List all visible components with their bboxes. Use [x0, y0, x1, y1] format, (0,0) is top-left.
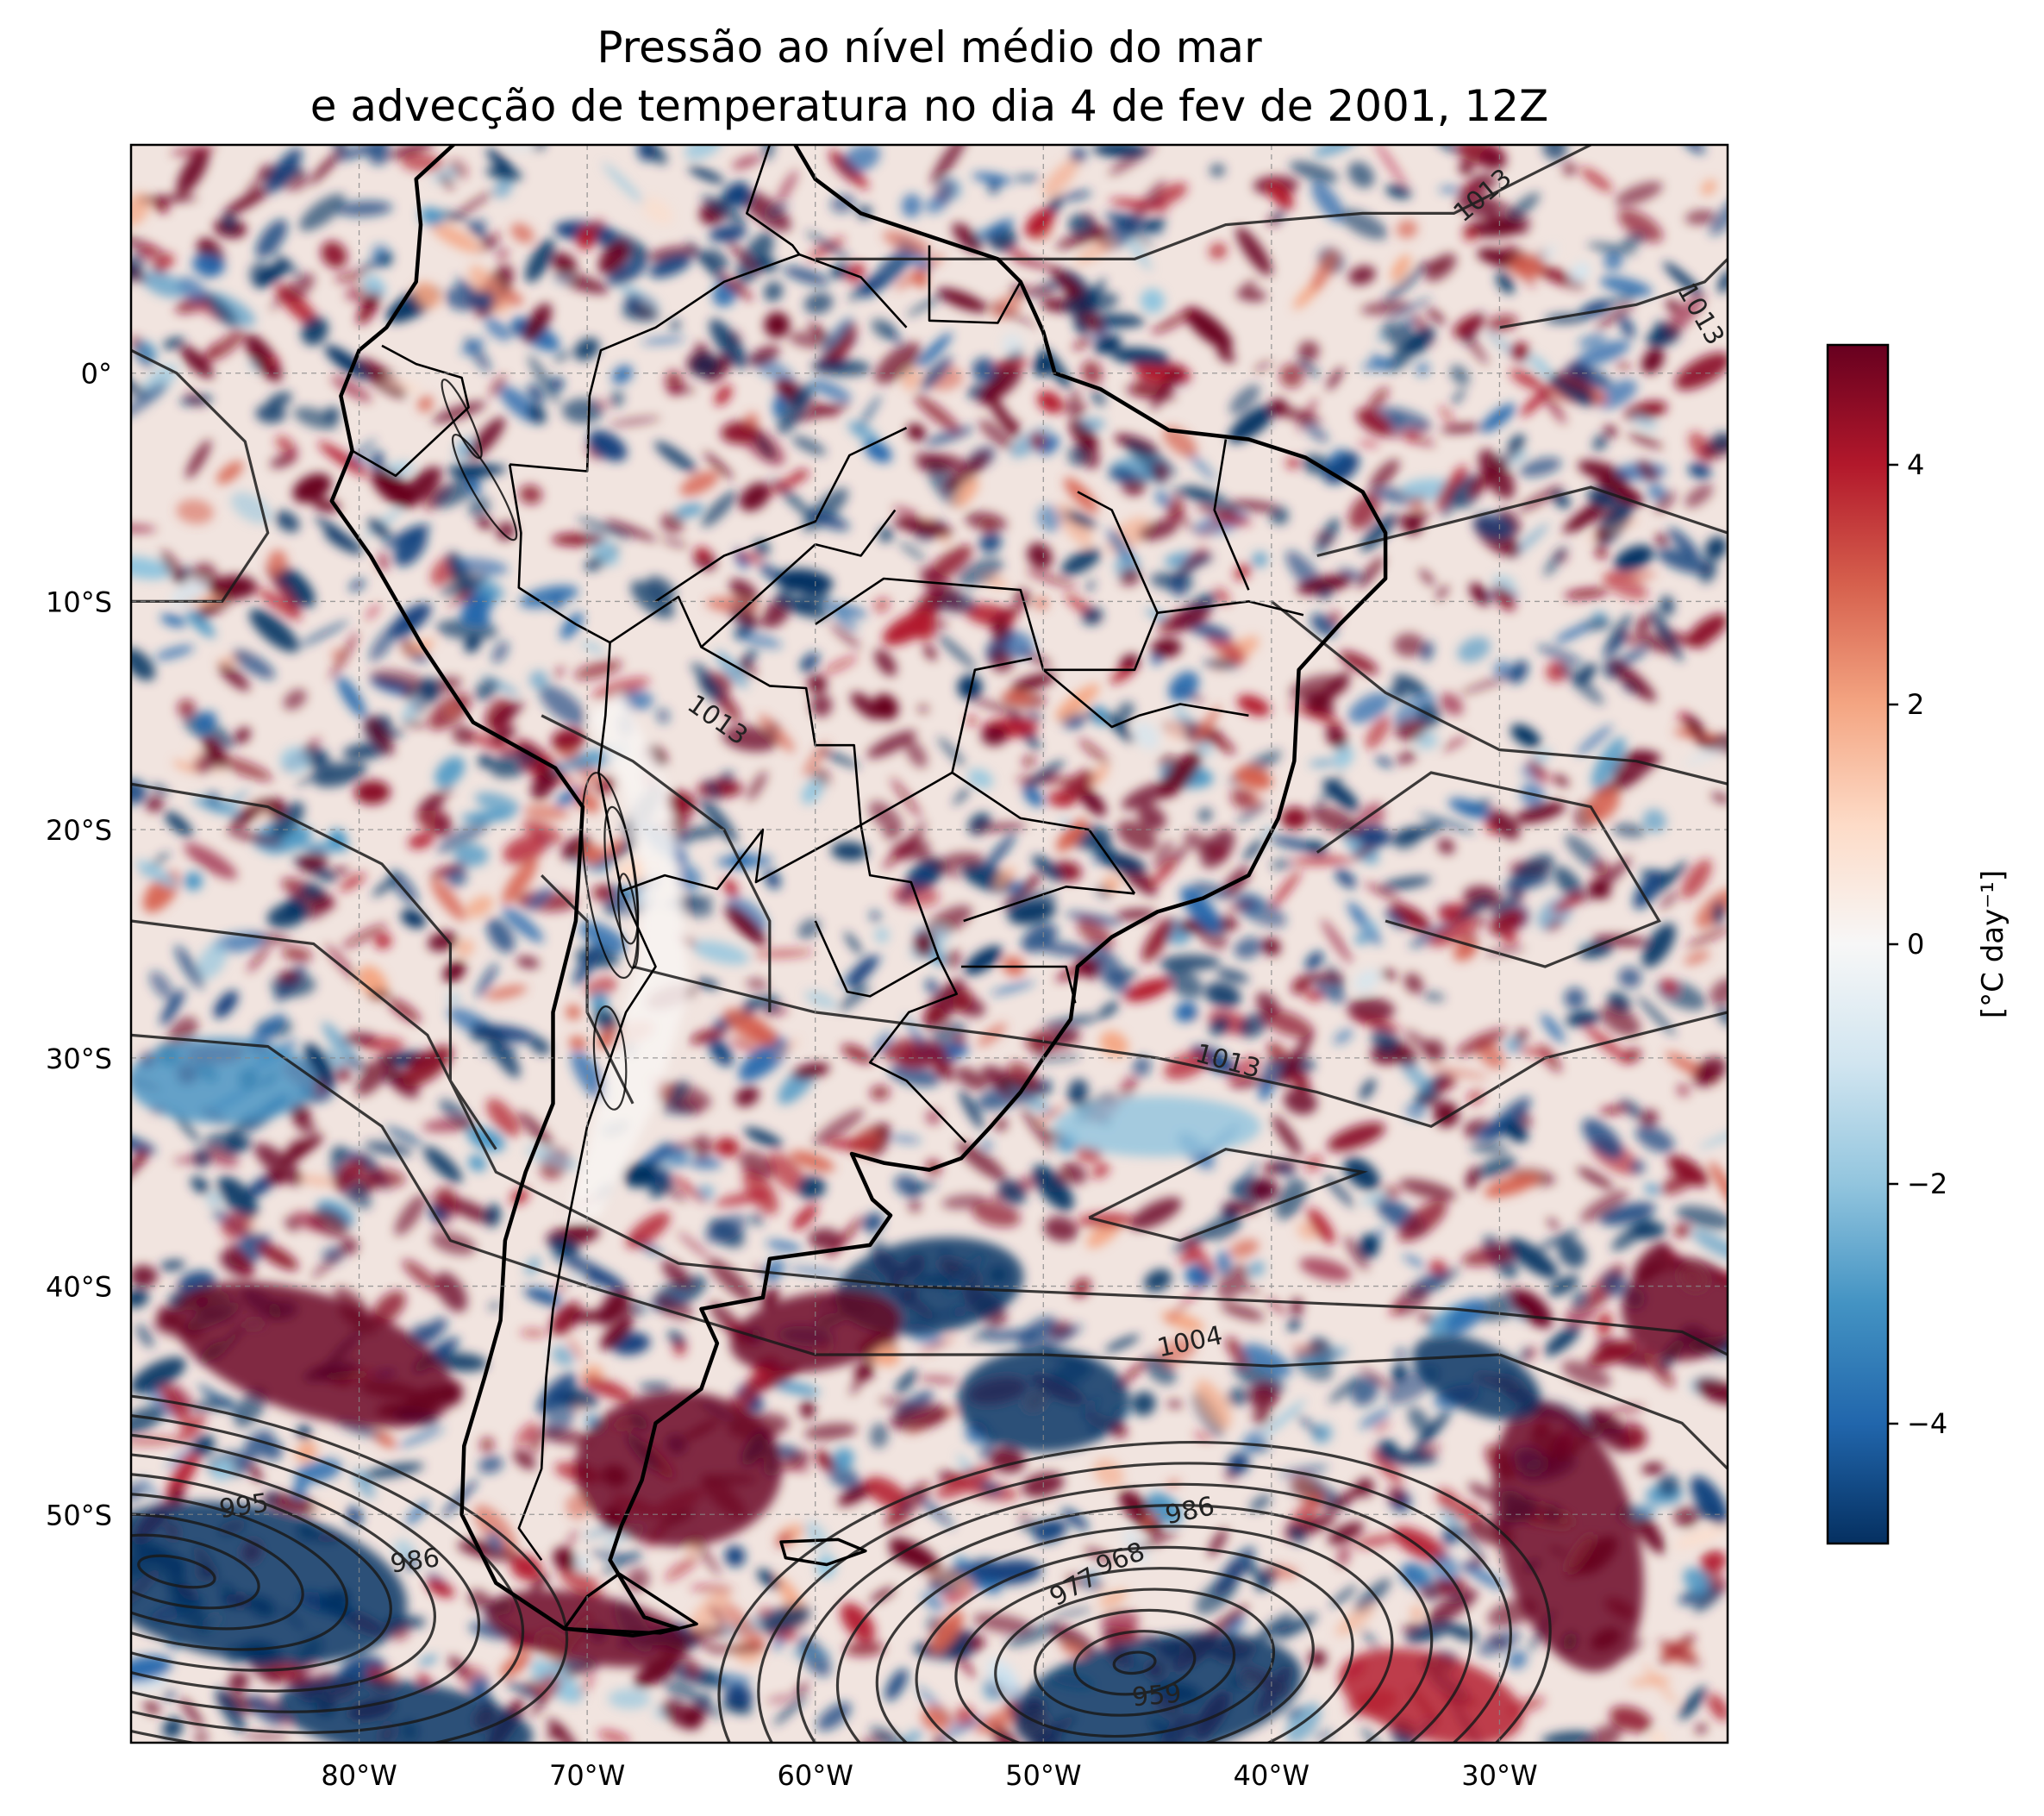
longitude-tick-labels: 80°W 70°W 60°W 50°W 40°W 30°W: [321, 1759, 1537, 1792]
colorbar-gradient: [1826, 343, 1890, 1545]
advection-band: [131, 1501, 408, 1665]
country-state-border: [609, 595, 862, 825]
colorbar-ticks: 4 2 0 −2 −4: [1888, 448, 1947, 1440]
advection-band: [575, 1391, 782, 1547]
colorbar-tick-label: −4: [1907, 1407, 1947, 1440]
isobar: [131, 1430, 481, 1713]
gridlines: [131, 145, 1728, 1743]
terrain-contour: [603, 805, 640, 945]
isobar: [131, 1492, 348, 1651]
country-state-border: [700, 509, 897, 648]
country-state-border: [814, 491, 1159, 672]
isobar: [632, 965, 1728, 1129]
advection-band: [1492, 1402, 1644, 1672]
isobar: [954, 1567, 1315, 1743]
country-state-border: [1157, 600, 1304, 617]
isobar: [1088, 1148, 1368, 1243]
isobar: [1112, 1650, 1157, 1675]
longitude-tick-label: 80°W: [321, 1759, 397, 1792]
colorbar: 4 2 0 −2 −4 [°C day⁻¹]: [1826, 343, 2010, 1545]
country-state-border: [508, 464, 611, 773]
isobar: [1316, 771, 1661, 968]
country-state-border: [517, 772, 657, 1561]
country-state-border: [928, 245, 1022, 324]
advection-band: [1622, 1257, 1728, 1361]
isobar: [875, 1525, 1394, 1743]
advection-band: [1012, 1632, 1303, 1743]
map-frame: [129, 143, 1729, 1744]
latitude-tick-label: 10°S: [46, 586, 112, 618]
isobar: [131, 782, 497, 1150]
terrain-contour: [617, 873, 640, 969]
isobar: [137, 1554, 216, 1589]
tierra-del-fuego: [562, 1572, 698, 1635]
colorbar-tick-label: 0: [1907, 928, 1924, 961]
country-state-border: [654, 427, 908, 603]
title-line-1: Pressão ao nível médio do mar: [597, 22, 1262, 72]
isobar: [835, 1504, 1434, 1743]
colorbar-tick-label: 2: [1907, 688, 1924, 721]
isobar: [1072, 1630, 1197, 1696]
country-state-border: [868, 956, 967, 1143]
isobar: [994, 1587, 1276, 1738]
contour-label: 995: [217, 1488, 271, 1525]
isobar: [131, 1450, 436, 1693]
isobar: [717, 1441, 1552, 1743]
isobar: [1033, 1608, 1236, 1717]
terrain-contour: [441, 379, 483, 460]
isobar: [915, 1545, 1354, 1743]
colorbar-tick-label: −2: [1907, 1168, 1947, 1200]
latitude-tick-label: 30°S: [46, 1043, 112, 1075]
latitude-tick-label: 50°S: [46, 1499, 112, 1531]
colorbar-label: [°C day⁻¹]: [1976, 870, 2010, 1018]
latitude-tick-labels: 0° 10°S 20°S 30°S 40°S 50°S: [46, 358, 112, 1532]
advection-band: [276, 1677, 534, 1743]
isobar: [815, 145, 1592, 260]
advection-band: [1053, 1096, 1261, 1157]
colorbar-tick-label: 4: [1907, 448, 1924, 481]
south-america-coastline: [329, 145, 1388, 1638]
country-state-border: [351, 344, 470, 478]
coastline-and-borders: [329, 145, 1388, 1638]
andes-plateau: [564, 692, 691, 1218]
country-state-border: [951, 657, 1033, 773]
title-line-2: e advecção de temperatura no dia 4 de fe…: [310, 81, 1549, 131]
longitude-tick-label: 30°W: [1461, 1759, 1537, 1792]
terrain-contour: [592, 1005, 628, 1111]
isobar: [131, 1512, 304, 1631]
country-state-border: [961, 965, 1077, 1004]
falkland-islands: [779, 1537, 867, 1567]
latitude-tick-label: 0°: [81, 358, 112, 391]
country-state-border: [746, 145, 908, 329]
country-state-border: [1213, 439, 1250, 591]
advection-band: [131, 1037, 317, 1124]
longitude-tick-label: 70°W: [549, 1759, 625, 1792]
country-state-border: [621, 823, 862, 892]
isobar: [131, 1471, 392, 1672]
terrain-contour: [451, 433, 518, 542]
contour-label: 986: [389, 1543, 442, 1580]
isobar: [131, 1533, 260, 1610]
longitude-tick-label: 60°W: [778, 1759, 853, 1792]
isobar: [1499, 258, 1728, 329]
latitude-tick-label: 40°S: [46, 1271, 112, 1304]
advection-band: [172, 1281, 454, 1428]
isobar: [131, 919, 1728, 1356]
longitude-tick-label: 40°W: [1234, 1759, 1310, 1792]
isobar: [797, 1482, 1473, 1743]
isobar: [757, 1462, 1512, 1743]
isobar: [131, 1409, 525, 1734]
country-state-border: [1042, 668, 1249, 729]
latitude-tick-label: 20°S: [46, 814, 112, 847]
contour-label: 959: [1131, 1679, 1183, 1713]
country-state-border: [963, 886, 1135, 923]
longitude-tick-label: 50°W: [1005, 1759, 1081, 1792]
country-state-border: [859, 771, 1136, 895]
isobar: [131, 1388, 569, 1743]
isobar: [1270, 600, 1728, 786]
